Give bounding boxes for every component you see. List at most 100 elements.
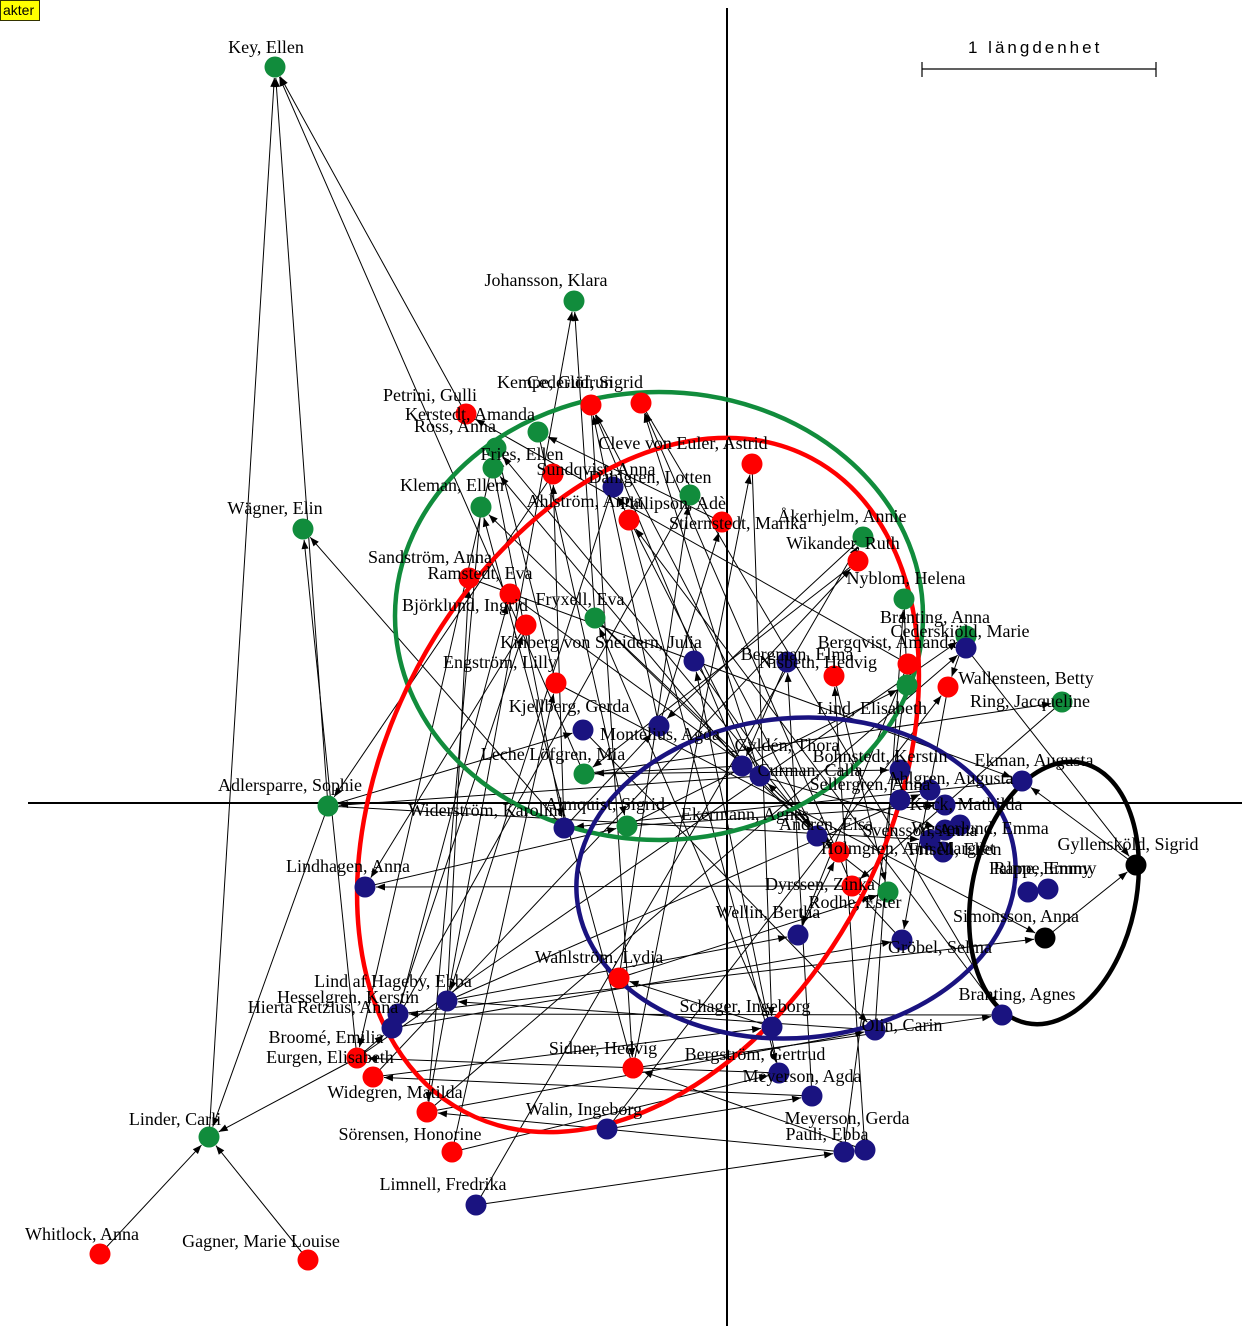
node-label: Lind af Hageby, Ebba: [314, 971, 472, 991]
edge: [592, 415, 660, 727]
edge: [595, 414, 818, 837]
edge-arrowhead: [516, 635, 524, 646]
node-green: [877, 881, 899, 903]
node-green: [584, 607, 606, 629]
edge-arrowhead: [464, 588, 472, 599]
edge: [367, 1057, 780, 1074]
edge-arrowhead: [617, 496, 626, 507]
node-label: Gyldén, Thora: [735, 735, 840, 755]
node-label: Pauli, Ebba: [786, 1124, 869, 1144]
edge: [451, 1075, 769, 1153]
red-cluster-ellipse: [354, 435, 922, 1135]
node-green: [470, 496, 492, 518]
node-label: Fryxell, Eva: [536, 589, 625, 609]
node-red: [823, 665, 845, 687]
edge: [695, 671, 780, 1074]
edge-arrowhead: [374, 1035, 384, 1044]
edge-arrowhead: [482, 517, 490, 528]
edge-arrowhead: [375, 883, 386, 891]
node-label: Johansson, Klara: [485, 270, 608, 290]
node-red: [362, 1066, 384, 1088]
edge-arrowhead: [1041, 701, 1052, 709]
node-label: Holmgren, Ann Margret: [821, 838, 995, 858]
edge: [397, 938, 1035, 1015]
edge-arrowhead: [503, 456, 512, 466]
node-blue: [1037, 878, 1059, 900]
node-blue: [381, 1017, 403, 1039]
edge-arrowhead: [933, 695, 942, 705]
edge: [965, 647, 1130, 857]
node-label: Frisell, Ellen: [909, 839, 1002, 859]
edge-arrowhead: [301, 539, 309, 550]
edge: [278, 76, 585, 775]
edge: [537, 431, 626, 816]
node-blue: [806, 825, 828, 847]
node-label: Cederskiöld, Marie: [891, 621, 1030, 641]
node-red: [545, 672, 567, 694]
node-label: Ekermann, Agnes: [681, 804, 809, 824]
node-label: Sörensen, Honorine: [339, 1124, 482, 1144]
edge-arrowhead: [488, 514, 498, 524]
edge-arrowhead: [1120, 847, 1130, 857]
node-blue: [596, 1118, 618, 1140]
node-red: [542, 463, 564, 485]
edge: [833, 675, 886, 882]
edge-arrowhead: [751, 1026, 762, 1033]
edge-arrowhead: [784, 672, 792, 683]
node-blue: [934, 819, 956, 841]
edge-arrowhead: [823, 1151, 834, 1159]
node-label: Ramstedt, Eva: [428, 563, 533, 583]
node-label: Ahlström, Anna: [527, 491, 642, 511]
edge-arrowhead: [758, 1074, 769, 1082]
edge-arrowhead: [981, 1014, 992, 1022]
edge-arrowhead: [628, 1047, 636, 1058]
node-label: Kerstedt, Amanda: [405, 404, 535, 424]
node-label: Walin, Ingeborg: [526, 1099, 642, 1119]
node-label: Philipson, Adè: [620, 493, 726, 513]
node-labels: Key, Ellen Johansson, Klara Wägner, Elin Pe…: [25, 37, 1199, 1251]
node-label: Meyerson, Agda: [743, 1066, 862, 1086]
node-red: [346, 1047, 368, 1069]
node-label: Gröbel, Selma: [888, 937, 992, 957]
node-label: Curman, Calla: [758, 760, 863, 780]
node-blue: [801, 1085, 823, 1107]
node-blue: [648, 715, 670, 737]
edge-arrowhead: [279, 77, 287, 87]
edge: [745, 661, 788, 757]
edge-arrowhead: [746, 746, 754, 756]
node-blue: [833, 1141, 855, 1163]
edge-arrowhead: [860, 870, 870, 879]
edge: [592, 560, 859, 768]
edge: [446, 793, 921, 1002]
edge: [574, 311, 596, 619]
node-green: [852, 526, 874, 548]
edge-arrowhead: [947, 642, 957, 651]
node-red: [416, 1101, 438, 1123]
edge-arrowhead: [831, 686, 839, 697]
edge: [356, 641, 958, 1059]
edge: [333, 473, 554, 798]
edge-arrowhead: [924, 821, 935, 828]
edge-arrowhead: [791, 1095, 802, 1103]
node-label: Bergman, Elma: [741, 644, 854, 664]
edge: [426, 311, 573, 1113]
edge-arrowhead: [629, 980, 640, 988]
edge-arrowhead: [562, 732, 573, 740]
edge-arrowhead: [619, 805, 627, 816]
edge: [751, 463, 773, 1017]
node-green: [527, 421, 549, 443]
node-blue: [602, 476, 624, 498]
node-green: [896, 674, 918, 696]
edge-arrowhead: [334, 787, 343, 797]
edge: [279, 76, 467, 415]
edge: [606, 695, 942, 1130]
edge-arrowhead: [1024, 936, 1035, 944]
edge-arrowhead: [643, 413, 651, 424]
edge-arrowhead: [425, 1091, 433, 1102]
node-green: [264, 56, 286, 78]
edge-arrowhead: [547, 436, 558, 444]
edge-arrowhead: [802, 915, 809, 925]
edge: [640, 402, 997, 1006]
edge: [635, 528, 1003, 1016]
node-red: [828, 841, 850, 863]
